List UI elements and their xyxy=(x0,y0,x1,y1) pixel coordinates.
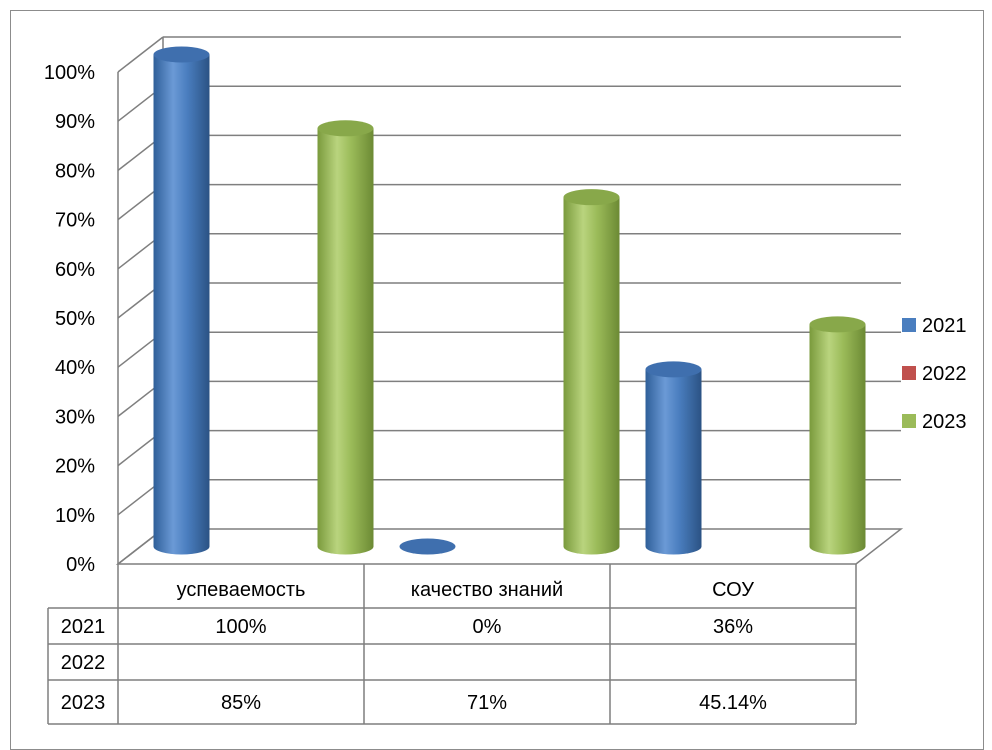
bar-body xyxy=(645,369,702,555)
bar-cylinder xyxy=(399,538,456,555)
y-tick-label: 70% xyxy=(55,210,95,232)
table-value: 100% xyxy=(215,616,266,638)
table-value: 71% xyxy=(467,692,507,714)
y-tick-label: 0% xyxy=(66,554,95,576)
y-tick-label: 90% xyxy=(55,111,95,133)
data-table: успеваемость качество знаний СОУ 2021 100% 0%… xyxy=(47,564,857,725)
y-axis: 0% 10% 20% 30% 40% 50% 60% 70% 80% 90% 100% xyxy=(44,62,95,576)
bar-top xyxy=(153,46,210,63)
chart-canvas: 0% 10% 20% 30% 40% 50% 60% 70% 80% 90% 100% успева… xyxy=(44,36,967,725)
table-value: 45.14% xyxy=(699,692,767,714)
table-series-name: 2023 xyxy=(61,692,106,714)
table-category-label: успеваемость xyxy=(177,579,306,601)
table-series-name: 2022 xyxy=(61,652,106,674)
bar-cylinder xyxy=(645,361,702,555)
grid xyxy=(115,36,904,565)
bar-body xyxy=(809,324,866,555)
bar-body xyxy=(153,54,210,555)
table-value: 0% xyxy=(473,616,502,638)
table-value: 85% xyxy=(221,692,261,714)
legend-swatch xyxy=(902,414,916,428)
bar-top xyxy=(563,189,620,206)
bar-body xyxy=(317,128,374,555)
bar-top xyxy=(645,361,702,378)
bars xyxy=(153,46,866,555)
bar-top xyxy=(399,538,456,555)
y-tick-label: 100% xyxy=(44,62,95,84)
y-tick-label: 10% xyxy=(55,505,95,527)
legend-label: 2023 xyxy=(922,411,967,433)
table-series-name: 2021 xyxy=(61,616,106,638)
legend-swatch xyxy=(902,366,916,380)
legend: 2021 2022 2023 xyxy=(902,315,967,433)
bar-cylinder xyxy=(563,189,620,555)
table-category-label: качество знаний xyxy=(411,579,563,601)
legend-swatch xyxy=(902,318,916,332)
y-tick-label: 50% xyxy=(55,308,95,330)
y-tick-label: 20% xyxy=(55,456,95,478)
bar-top xyxy=(317,120,374,137)
y-tick-label: 30% xyxy=(55,406,95,428)
gridline-side xyxy=(117,36,164,73)
y-tick-label: 40% xyxy=(55,357,95,379)
bar-top xyxy=(809,316,866,333)
y-tick-label: 60% xyxy=(55,259,95,281)
bar-cylinder xyxy=(809,316,866,555)
chart-floor xyxy=(115,528,904,565)
bar-cylinder xyxy=(153,46,210,555)
y-tick-label: 80% xyxy=(55,160,95,182)
bar-body xyxy=(563,197,620,555)
table-category-label: СОУ xyxy=(712,579,754,601)
table-value: 36% xyxy=(713,616,753,638)
legend-label: 2021 xyxy=(922,315,967,337)
bar-cylinder xyxy=(317,120,374,555)
legend-label: 2022 xyxy=(922,363,967,385)
